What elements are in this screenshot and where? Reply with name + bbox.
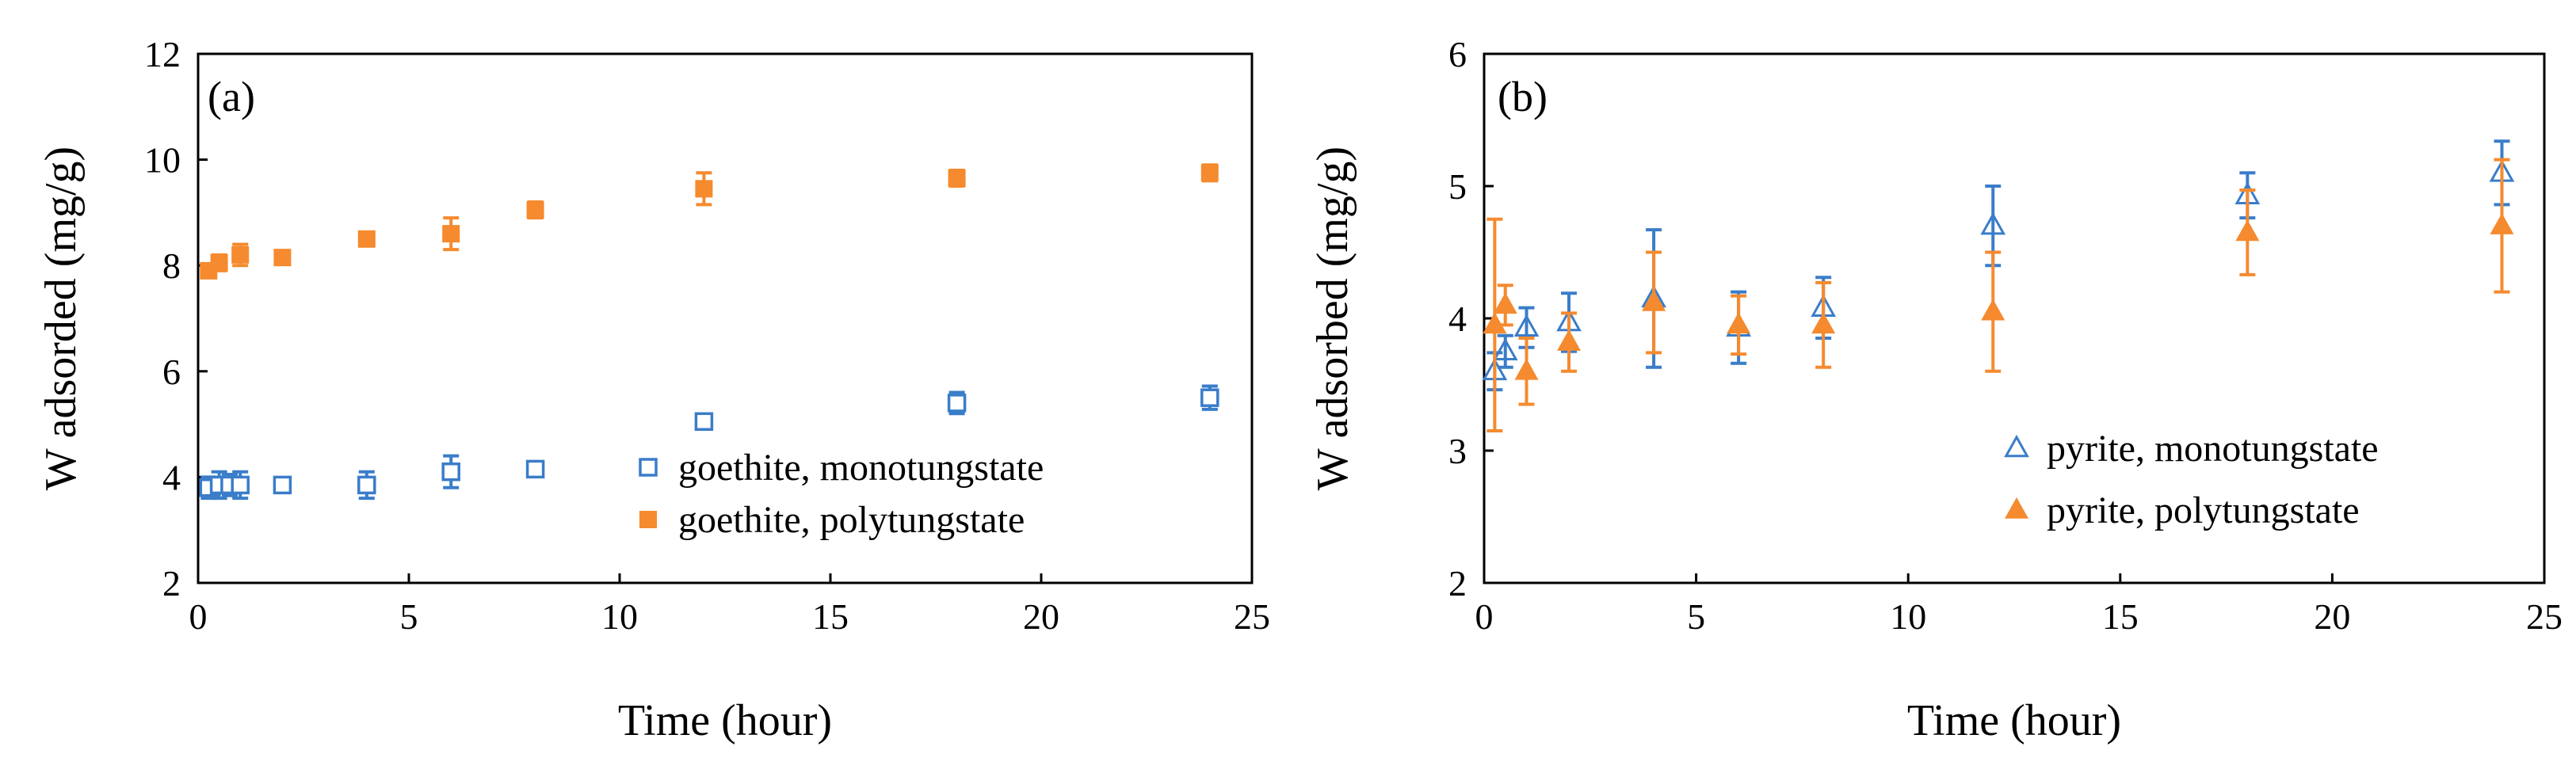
- y-tick-label-b-3: 5: [1448, 166, 1467, 207]
- series-a-0: [199, 384, 1219, 501]
- point-a-0-6: [441, 462, 460, 482]
- y-tick-label-a-0: 2: [162, 563, 181, 603]
- point-b-1-5: [1727, 312, 1751, 334]
- point-a-0-9: [947, 394, 967, 413]
- point-b-1-3: [1557, 329, 1582, 351]
- y-tick-label-b-4: 6: [1448, 34, 1467, 74]
- point-a-1-8: [948, 169, 966, 187]
- x-tick-label-b-0: 0: [1475, 596, 1494, 637]
- point-a-1-3: [273, 249, 292, 267]
- y-tick-label-a-3: 8: [162, 246, 181, 286]
- panel-b: (b) Time (hour) W adsorbed (mg/g) 0 5 10 15…: [1308, 34, 2563, 745]
- y-axis-title-b: W adsorbed (mg/g): [1308, 147, 1357, 490]
- x-tick-label-a-3: 15: [812, 596, 849, 637]
- point-b-1-1: [1493, 292, 1517, 314]
- legend-label-a-1: goethite, polytungstate: [678, 499, 1025, 541]
- legend-label-b-1: pyrite, polytungstate: [2047, 489, 2360, 531]
- y-tick-label-b-1: 3: [1448, 431, 1467, 471]
- point-a-1-6: [526, 201, 544, 219]
- point-a-1-5: [442, 225, 460, 243]
- point-b-1-9: [2490, 213, 2514, 234]
- x-tick-label-a-1: 5: [400, 596, 418, 637]
- plot-area-a-frame: [197, 52, 1254, 584]
- x-tick-label-a-4: 20: [1023, 596, 1059, 637]
- legend-marker-a-0: [639, 458, 658, 477]
- x-tick-label-b-3: 15: [2102, 596, 2139, 637]
- legend-label-a-0: goethite, monotungstate: [678, 447, 1044, 489]
- x-tick-label-b-1: 5: [1687, 596, 1705, 637]
- point-a-0-5: [357, 475, 376, 495]
- point-a-0-4: [273, 475, 292, 495]
- point-b-0-2: [1513, 314, 1540, 337]
- series-b-0: [1482, 139, 2515, 392]
- point-a-0-10: [1200, 388, 1219, 407]
- point-a-1-7: [695, 180, 713, 198]
- point-a-1-1: [210, 253, 228, 272]
- marks-b: [1482, 139, 2515, 432]
- y-tick-label-a-2: 6: [162, 352, 181, 392]
- x-tick-label-b-4: 20: [2314, 596, 2350, 637]
- x-axis-title-b: Time (hour): [1907, 696, 2121, 745]
- point-b-1-4: [1642, 289, 1666, 311]
- legend-marker-a-1: [639, 511, 657, 528]
- legend-a: goethite, monotungstate goethite, polytun…: [639, 447, 1044, 541]
- point-b-1-6: [1811, 312, 1836, 334]
- point-b-0-7: [1980, 212, 2006, 235]
- y-tick-label-a-1: 4: [162, 457, 181, 497]
- x-axis-title-a: Time (hour): [618, 696, 832, 745]
- y-tick-label-a-4: 10: [144, 140, 181, 181]
- x-tick-label-b-5: 25: [2526, 596, 2563, 637]
- point-b-1-2: [1514, 358, 1539, 380]
- x-tick-label-b-2: 10: [1890, 596, 1926, 637]
- point-a-1-4: [357, 230, 376, 248]
- series-a-1: [200, 163, 1219, 280]
- point-a-0-3: [231, 475, 250, 495]
- point-a-0-7: [525, 459, 545, 479]
- point-a-1-9: [1200, 164, 1219, 182]
- point-b-1-7: [1981, 299, 2005, 321]
- point-b-1-0: [1483, 312, 1507, 334]
- x-tick-label-a-5: 25: [1234, 596, 1270, 637]
- panel-label-b: (b): [1498, 73, 1548, 120]
- y-axis-title-a: W adsorded (mg/g): [36, 147, 86, 490]
- legend-b: pyrite, monotungstate pyrite, polytungsta…: [2004, 428, 2379, 531]
- y-tick-label-a-5: 12: [144, 34, 181, 74]
- x-tick-label-a-0: 0: [189, 596, 208, 637]
- y-tick-label-b-2: 4: [1448, 299, 1467, 339]
- panel-label-a: (a): [208, 73, 255, 120]
- point-b-1-8: [2235, 219, 2260, 242]
- panel-a: (a) Time (hour) W adsorded (mg/g) 0 5 10 15…: [36, 34, 1270, 745]
- y-tick-label-b-0: 2: [1448, 563, 1467, 603]
- series-b-1: [1483, 158, 2514, 432]
- point-a-1-2: [231, 246, 250, 264]
- point-a-0-8: [694, 412, 714, 432]
- legend-marker-b-1: [2004, 497, 2029, 519]
- ticks-b: 0 5 10 15 20 25 2 3 4 5 6: [1448, 34, 2563, 637]
- legend-label-b-0: pyrite, monotungstate: [2047, 428, 2379, 470]
- x-tick-label-a-2: 10: [601, 596, 638, 637]
- ticks-a: 0 5 10 15 20 25 2 4 6 8 10 12: [144, 34, 1270, 637]
- marks-a: [199, 163, 1219, 501]
- legend-marker-b-0: [2004, 434, 2029, 458]
- point-b-0-1: [1492, 337, 1518, 361]
